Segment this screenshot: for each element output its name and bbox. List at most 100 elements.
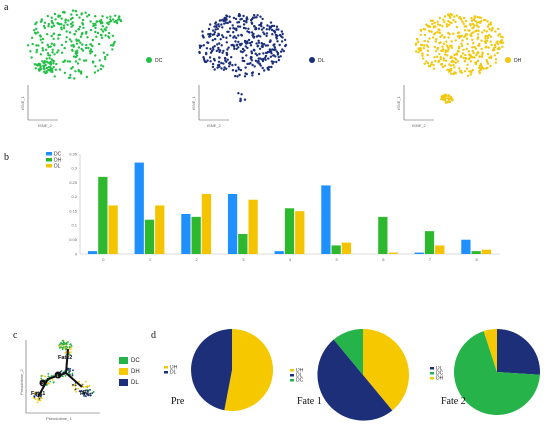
tsne-point-dl (240, 50, 242, 52)
tsne-legend-dl: DL (318, 58, 325, 64)
tsne-point-dl (278, 59, 280, 61)
tsne-point-dh (420, 47, 422, 49)
tsne-point-dh (455, 39, 457, 41)
tsne-point-dh (494, 30, 496, 32)
tsne-point-dh (480, 20, 482, 22)
tsne-point-dl (207, 33, 209, 35)
tsne-point-dl (246, 18, 248, 20)
trajectory-point (65, 375, 67, 377)
tsne-point-dl (209, 23, 211, 25)
tsne-point-dh (421, 52, 423, 54)
tsne-point-dh (461, 39, 463, 41)
tsne-point-dc (44, 60, 46, 62)
tsne-point-dc (64, 72, 66, 74)
tsne-point-dc (60, 26, 62, 28)
tsne-point-dl (243, 60, 245, 62)
tsne-point-dl (212, 34, 214, 36)
tsne-point-dl (236, 75, 238, 77)
tsne-point-dc (42, 67, 44, 69)
tsne-point-dl (276, 34, 278, 36)
tsne-point-dl (229, 21, 231, 23)
tsne-point-dh (449, 17, 451, 19)
tsne-point-dh (447, 36, 449, 38)
trajectory-point (52, 379, 54, 381)
tsne-point-dh (474, 15, 476, 17)
tsne-point-dh (458, 67, 460, 69)
tsne-point-dc (39, 64, 41, 66)
tsne-point-dh (422, 57, 424, 59)
tsne-point-dh (441, 46, 443, 48)
tsne-point-dc (72, 9, 74, 11)
pie-legend-fate1-item-3: DC (296, 378, 304, 384)
tsne-point-dc (37, 44, 39, 46)
trajectory-point (63, 347, 65, 349)
tsne-point-dl (276, 26, 278, 28)
label-fate1: Fate1 (31, 391, 45, 397)
tsne-point-dl (242, 15, 244, 17)
tsne-point-dh (425, 24, 427, 26)
tsne-point-dh (465, 20, 467, 22)
tsne-point-dc (60, 17, 62, 19)
tsne-point-dh (485, 67, 487, 69)
tsne-point-dc (66, 24, 68, 26)
tsne-plot-dh: tSNE_2 tSNE_1 DH (370, 0, 550, 130)
tsne-point-dh (464, 57, 466, 59)
pie-title-pre: Pre (171, 396, 184, 407)
tsne-point-dh (446, 23, 448, 25)
tsne-point-dl (217, 28, 219, 30)
tsne-point-dl (246, 63, 248, 65)
tsne-point-dh (473, 52, 475, 54)
tsne-point-dc (87, 47, 89, 49)
tsne-point-dl (258, 28, 260, 30)
tsne-x-label-dc: tSNE_2 (38, 123, 53, 128)
tsne-point-dh (455, 62, 457, 64)
tsne-point-dl (267, 44, 269, 46)
tsne-point-dl (217, 47, 219, 49)
tsne-point-dc (56, 51, 58, 53)
tsne-legend-dh: DH (514, 58, 522, 64)
bar-dh-6 (378, 217, 387, 254)
tsne-point-dl (281, 48, 283, 50)
tsne-point-dl (253, 14, 255, 16)
tsne-point-dl (255, 28, 257, 30)
tsne-point-dl (233, 17, 235, 19)
tsne-point-dh (447, 97, 449, 99)
bar-dl-4 (295, 211, 304, 254)
tsne-point-dc (60, 23, 62, 25)
tsne-point-dc (44, 22, 46, 24)
tsne-point-dc (112, 35, 114, 37)
tsne-point-dc (46, 33, 48, 35)
tsne-point-dl (230, 56, 232, 58)
tsne-point-dl (239, 98, 241, 100)
traj-y-label: Pseudotime_2 (19, 369, 24, 395)
tsne-point-dh (443, 57, 445, 59)
tsne-point-dl (201, 30, 203, 32)
tsne-point-dh (468, 58, 470, 60)
tsne-point-dc (99, 59, 101, 61)
tsne-point-dh (486, 35, 488, 37)
tsne-point-dc (94, 15, 96, 17)
tsne-point-dc (89, 43, 91, 45)
tsne-point-dh (417, 51, 419, 53)
bar-dc-1 (135, 163, 144, 254)
tsne-point-dc (53, 66, 55, 68)
tsne-point-dc (64, 21, 66, 23)
tsne-point-dl (220, 19, 222, 21)
tsne-point-dh (481, 56, 483, 58)
tsne-point-dc (33, 29, 35, 31)
tsne-point-dh (439, 24, 441, 26)
tsne-point-dl (218, 57, 220, 59)
tsne-point-dl (266, 28, 268, 30)
bar-dc-2 (181, 214, 190, 254)
bar-dl-3 (248, 200, 257, 254)
tsne-point-dl (221, 52, 223, 54)
tsne-point-dc (35, 28, 37, 30)
tsne-point-dh (445, 49, 447, 51)
tsne-point-dl (212, 66, 214, 68)
tsne-point-dh (502, 42, 504, 44)
tsne-point-dc (63, 11, 65, 13)
tsne-point-dh (448, 24, 450, 26)
tsne-point-dh (433, 33, 435, 35)
tsne-point-dh (432, 36, 434, 38)
tsne-point-dh (437, 61, 439, 63)
